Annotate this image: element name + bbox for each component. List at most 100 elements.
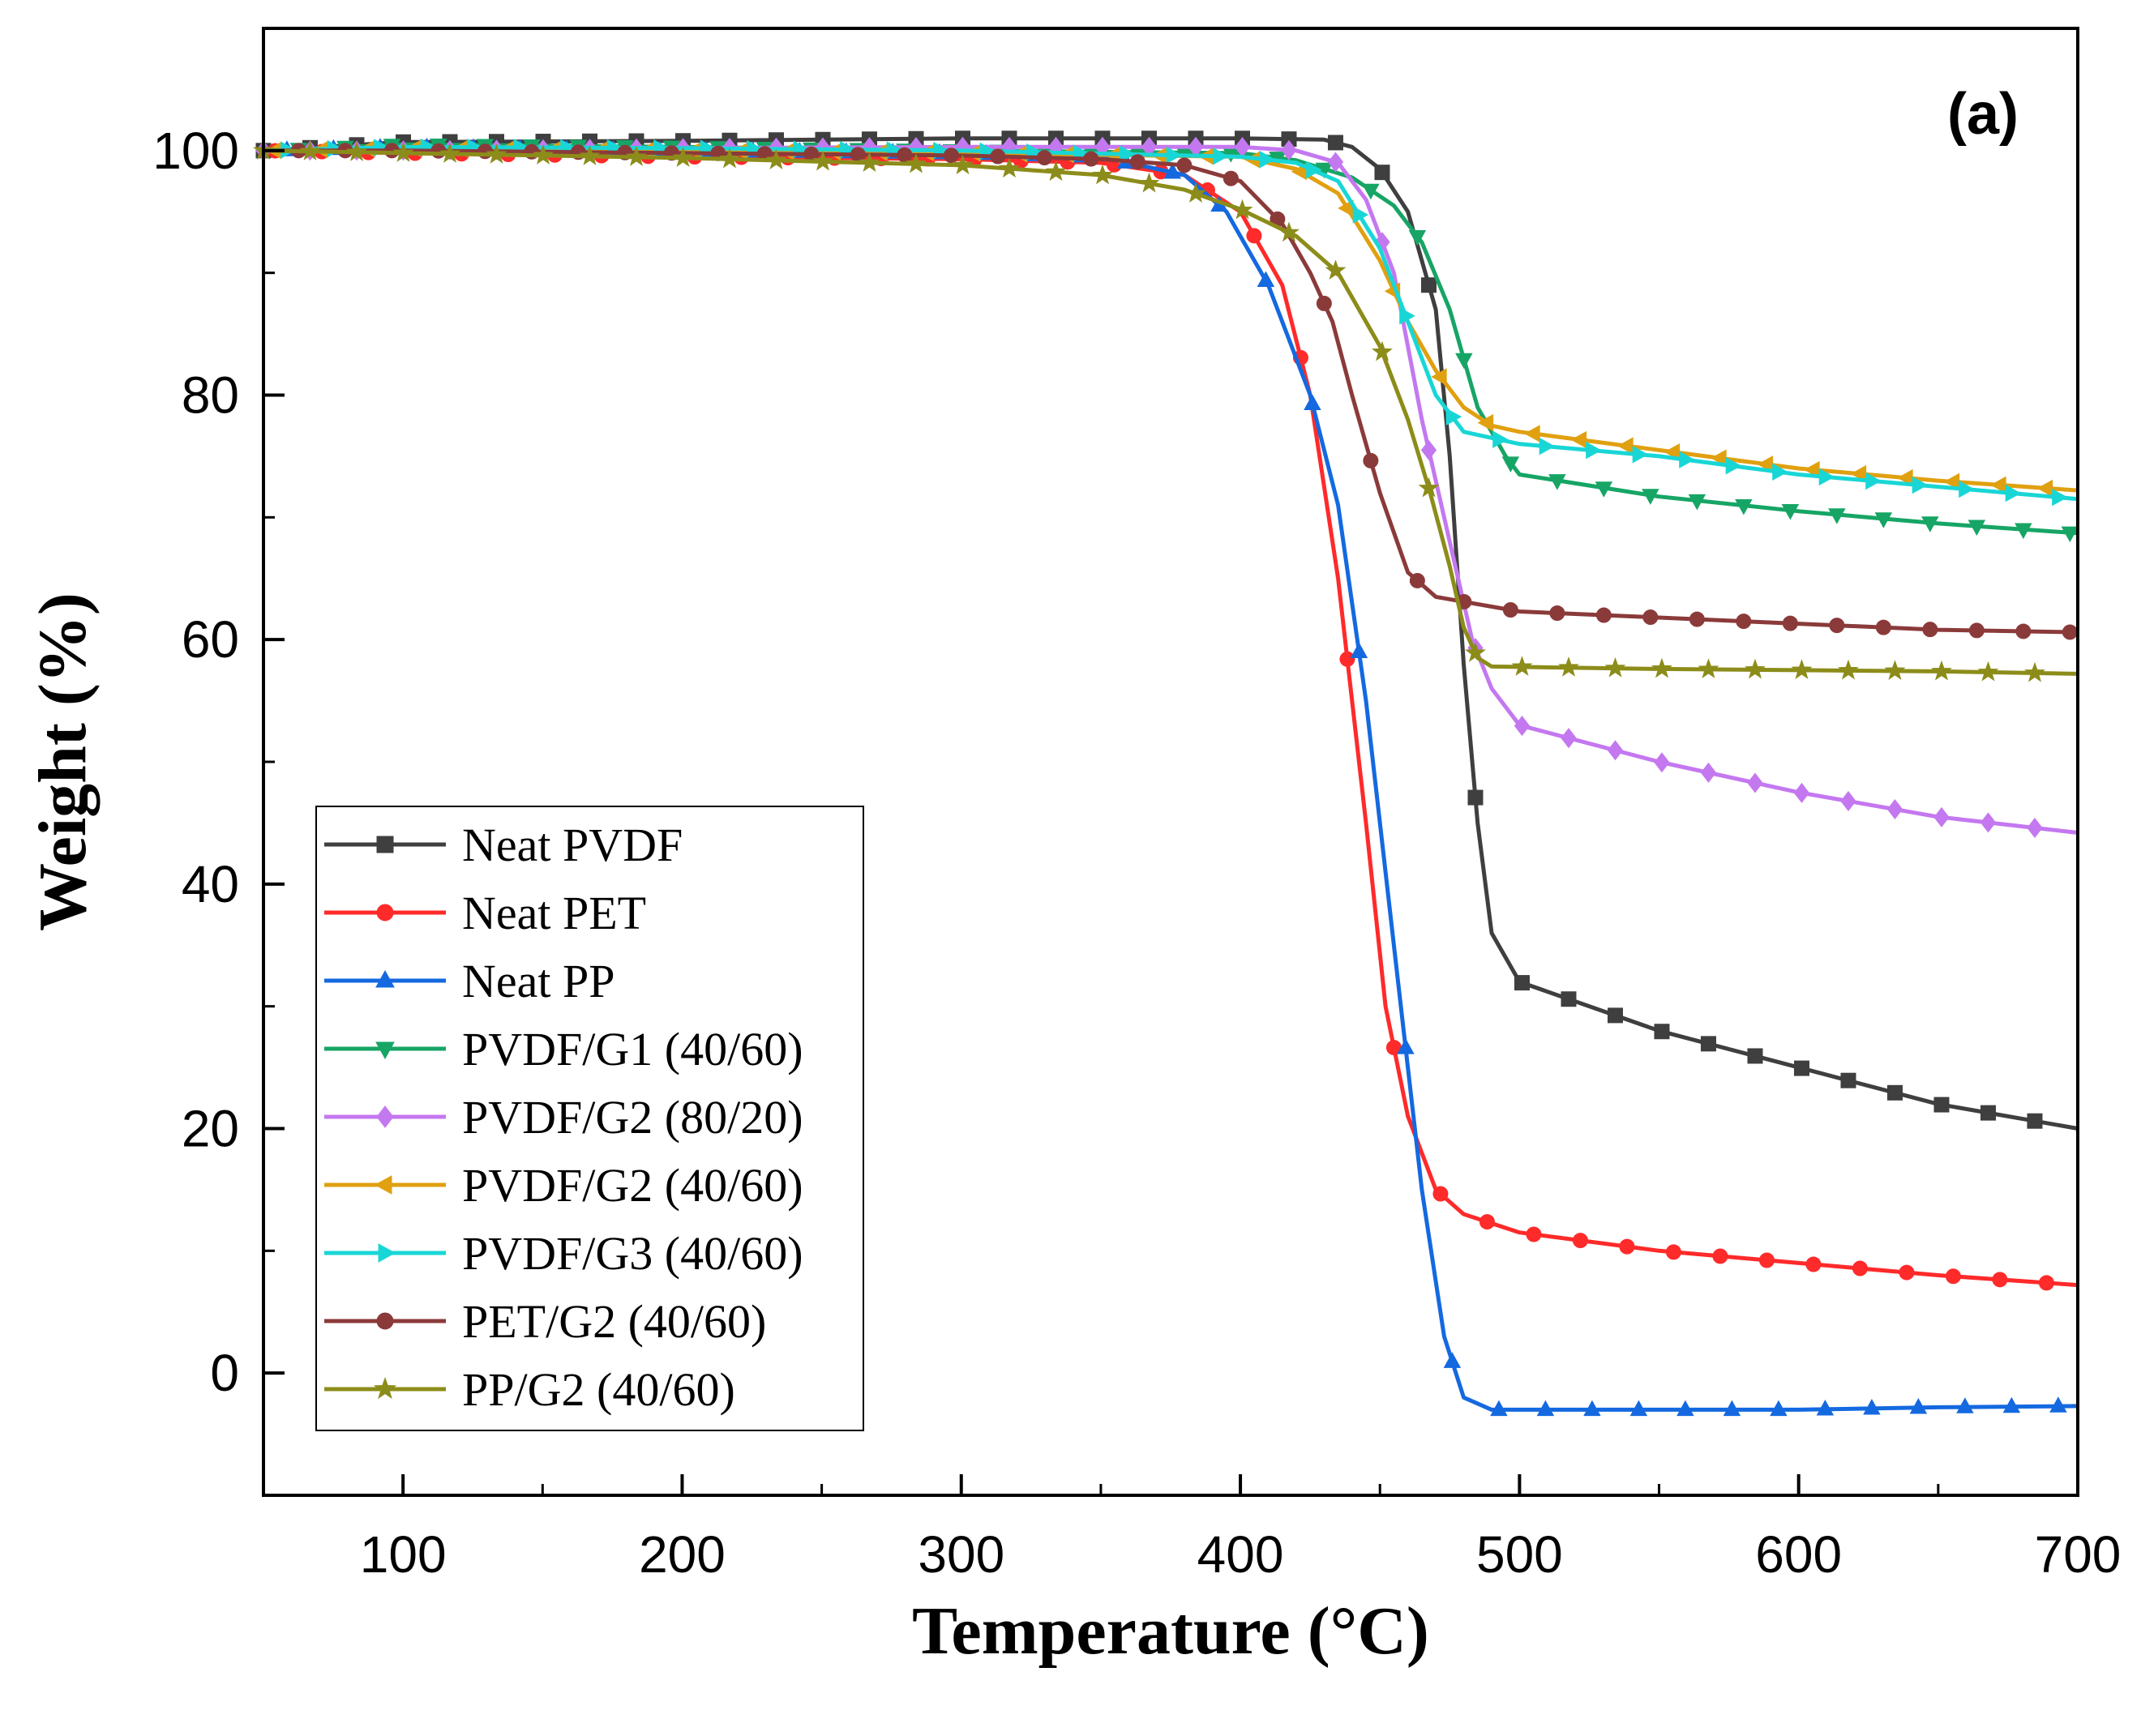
data-point bbox=[765, 149, 787, 169]
legend-entry: PVDF/G3 (40/60) bbox=[324, 1227, 803, 1280]
data-point bbox=[1884, 660, 1906, 680]
data-point bbox=[1431, 368, 1447, 386]
data-point bbox=[1374, 165, 1390, 181]
data-point bbox=[1231, 199, 1253, 220]
panel-label: (a) bbox=[1947, 82, 2019, 147]
data-point bbox=[1129, 154, 1145, 170]
series-neat-pvdf bbox=[255, 130, 2079, 1131]
data-point bbox=[1539, 437, 1556, 455]
data-point bbox=[1465, 642, 1486, 662]
data-point bbox=[2038, 1275, 2054, 1291]
data-point bbox=[1281, 139, 1297, 160]
data-point bbox=[1632, 445, 1649, 464]
data-point bbox=[1793, 782, 1810, 803]
data-point bbox=[1420, 439, 1437, 460]
data-point bbox=[1772, 463, 1788, 481]
legend-label: Neat PVDF bbox=[462, 819, 683, 871]
data-point bbox=[1397, 1038, 1415, 1054]
data-point bbox=[1176, 157, 1193, 173]
data-point bbox=[1306, 160, 1322, 179]
data-point bbox=[1956, 1397, 1974, 1413]
legend-entry: Neat PVDF bbox=[324, 819, 683, 871]
legend-entry: PET/G2 (40/60) bbox=[324, 1295, 766, 1348]
data-point bbox=[1968, 520, 1986, 537]
data-point bbox=[1676, 1400, 1694, 1417]
data-point bbox=[1642, 489, 1659, 505]
data-point bbox=[1445, 408, 1462, 425]
x-tick-label: 500 bbox=[1476, 1525, 1563, 1584]
data-point bbox=[1083, 151, 1099, 167]
data-point bbox=[1246, 228, 1262, 244]
data-point bbox=[1865, 472, 1882, 490]
data-point bbox=[1838, 659, 1859, 680]
data-point bbox=[1747, 772, 1763, 793]
data-point bbox=[2062, 624, 2078, 640]
data-point bbox=[2027, 1113, 2043, 1129]
data-point bbox=[719, 148, 740, 169]
data-point bbox=[1617, 437, 1634, 455]
data-point bbox=[1558, 656, 1579, 677]
data-point bbox=[1339, 651, 1355, 667]
data-point bbox=[1679, 451, 1695, 468]
legend-marker bbox=[376, 836, 394, 853]
data-point bbox=[1654, 1024, 1670, 1040]
data-point bbox=[533, 144, 554, 165]
legend-label: PVDF/G1 (40/60) bbox=[462, 1023, 803, 1075]
y-tick-label: 80 bbox=[182, 366, 239, 425]
data-point bbox=[1912, 476, 1929, 494]
data-point bbox=[1840, 790, 1856, 811]
data-point bbox=[1712, 1248, 1728, 1264]
data-point bbox=[1477, 413, 1494, 432]
data-point bbox=[1791, 659, 1813, 679]
series-pvdf-g3-40-60 bbox=[263, 138, 2079, 507]
data-point bbox=[1829, 618, 1845, 634]
data-point bbox=[1536, 1400, 1555, 1417]
data-point bbox=[812, 150, 833, 171]
data-point bbox=[1455, 353, 1473, 370]
data-point bbox=[1875, 619, 1891, 635]
data-point bbox=[1511, 656, 1533, 676]
data-point bbox=[1818, 468, 1835, 486]
data-point bbox=[952, 154, 974, 175]
data-point bbox=[1350, 642, 1368, 658]
data-point bbox=[1736, 614, 1752, 630]
legend-entry: PP/G2 (40/60) bbox=[324, 1363, 735, 1416]
data-point bbox=[906, 152, 927, 173]
data-point bbox=[1036, 150, 1052, 166]
data-point bbox=[1828, 508, 1846, 524]
data-point bbox=[1886, 1084, 1903, 1101]
legend-label: Neat PET bbox=[462, 887, 646, 939]
data-point bbox=[439, 143, 460, 163]
data-point bbox=[1968, 622, 1985, 639]
legend-label: PVDF/G3 (40/60) bbox=[462, 1227, 803, 1280]
data-point bbox=[1185, 182, 1206, 203]
data-point bbox=[1700, 1036, 1716, 1052]
x-tick-label: 400 bbox=[1197, 1525, 1284, 1584]
data-point bbox=[2052, 488, 2068, 507]
legend-marker bbox=[378, 1243, 396, 1263]
data-point bbox=[1408, 230, 1427, 246]
data-point bbox=[1223, 170, 1239, 186]
data-point bbox=[1735, 498, 1753, 515]
x-tick-label: 200 bbox=[639, 1525, 726, 1584]
data-point bbox=[1325, 259, 1347, 280]
data-point bbox=[1781, 504, 1800, 520]
y-axis-title: Weight (%) bbox=[25, 592, 101, 931]
data-point bbox=[1443, 1352, 1462, 1368]
y-tick-label: 40 bbox=[182, 855, 239, 913]
data-point bbox=[1931, 660, 1952, 681]
data-point bbox=[1362, 183, 1380, 200]
data-point bbox=[1805, 1256, 1822, 1272]
data-point bbox=[1514, 716, 1531, 737]
data-point bbox=[1619, 1238, 1635, 1255]
data-point bbox=[999, 157, 1020, 178]
x-tick-label: 700 bbox=[2035, 1525, 2122, 1584]
legend-marker bbox=[375, 1041, 395, 1060]
data-point bbox=[1770, 1400, 1788, 1417]
data-point bbox=[1992, 1272, 2008, 1288]
legend-entry: Neat PP bbox=[324, 955, 615, 1007]
data-point bbox=[1899, 1264, 1915, 1281]
data-point bbox=[1629, 1400, 1648, 1417]
legend-entry: PVDF/G2 (80/20) bbox=[324, 1091, 803, 1144]
data-point bbox=[1045, 160, 1067, 182]
